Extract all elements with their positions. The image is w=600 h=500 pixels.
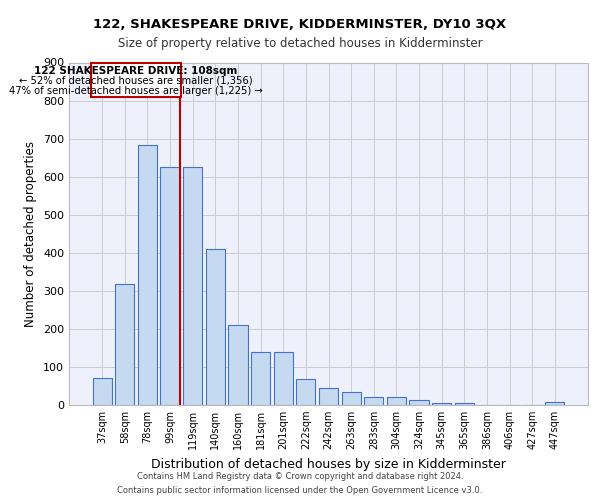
Text: Size of property relative to detached houses in Kidderminster: Size of property relative to detached ho…	[118, 38, 482, 51]
Bar	[274, 352, 293, 405]
X-axis label: Distribution of detached houses by size in Kidderminster: Distribution of detached houses by size …	[151, 458, 506, 470]
Bar	[183, 167, 202, 405]
Text: Contains public sector information licensed under the Open Government Licence v3: Contains public sector information licen…	[118, 486, 482, 495]
Bar	[319, 388, 338, 405]
Text: 47% of semi-detached houses are larger (1,225) →: 47% of semi-detached houses are larger (…	[9, 86, 263, 96]
Text: 122 SHAKESPEARE DRIVE: 108sqm: 122 SHAKESPEARE DRIVE: 108sqm	[34, 66, 238, 76]
Bar	[545, 402, 565, 405]
Bar	[138, 146, 157, 405]
Bar	[206, 249, 225, 405]
Bar	[160, 167, 180, 405]
Bar	[115, 284, 134, 405]
Bar	[364, 396, 383, 405]
Bar	[92, 378, 112, 405]
Bar	[455, 403, 474, 405]
Y-axis label: Number of detached properties: Number of detached properties	[25, 141, 37, 327]
Text: Contains HM Land Registry data © Crown copyright and database right 2024.: Contains HM Land Registry data © Crown c…	[137, 472, 463, 481]
Bar	[387, 396, 406, 405]
Bar	[296, 379, 316, 405]
Text: ← 52% of detached houses are smaller (1,356): ← 52% of detached houses are smaller (1,…	[19, 76, 253, 86]
Bar	[409, 400, 428, 405]
Bar	[251, 352, 270, 405]
Bar	[432, 403, 451, 405]
Bar	[91, 62, 181, 97]
Text: 122, SHAKESPEARE DRIVE, KIDDERMINSTER, DY10 3QX: 122, SHAKESPEARE DRIVE, KIDDERMINSTER, D…	[94, 18, 506, 30]
Bar	[229, 325, 248, 405]
Bar	[341, 392, 361, 405]
